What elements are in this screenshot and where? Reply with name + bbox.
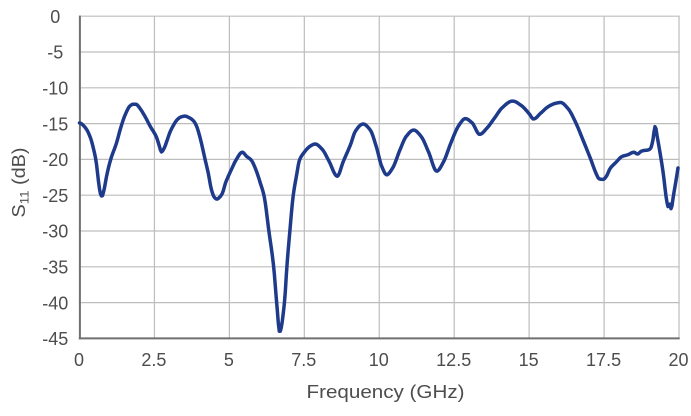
svg-text:-35: -35 [42,258,68,278]
svg-text:-15: -15 [42,114,68,134]
svg-text:-45: -45 [42,329,68,349]
svg-text:-10: -10 [42,79,68,99]
svg-text:7.5: 7.5 [291,350,316,370]
svg-text:-40: -40 [42,293,68,313]
svg-text:2.5: 2.5 [141,350,166,370]
svg-text:15: 15 [519,350,539,370]
svg-text:10: 10 [369,350,389,370]
svg-text:-20: -20 [42,150,68,170]
svg-text:20: 20 [669,350,689,370]
svg-text:12.5: 12.5 [436,350,471,370]
svg-text:5: 5 [224,350,234,370]
svg-text:17.5: 17.5 [586,350,621,370]
svg-text:-30: -30 [42,222,68,242]
svg-text:0: 0 [74,350,84,370]
svg-text:Frequency (GHz): Frequency (GHz) [307,382,465,402]
svg-text:S11 (dB): S11 (dB) [9,148,32,218]
svg-text:-25: -25 [42,186,68,206]
svg-text:-5: -5 [47,43,63,63]
svg-text:0: 0 [50,7,60,27]
